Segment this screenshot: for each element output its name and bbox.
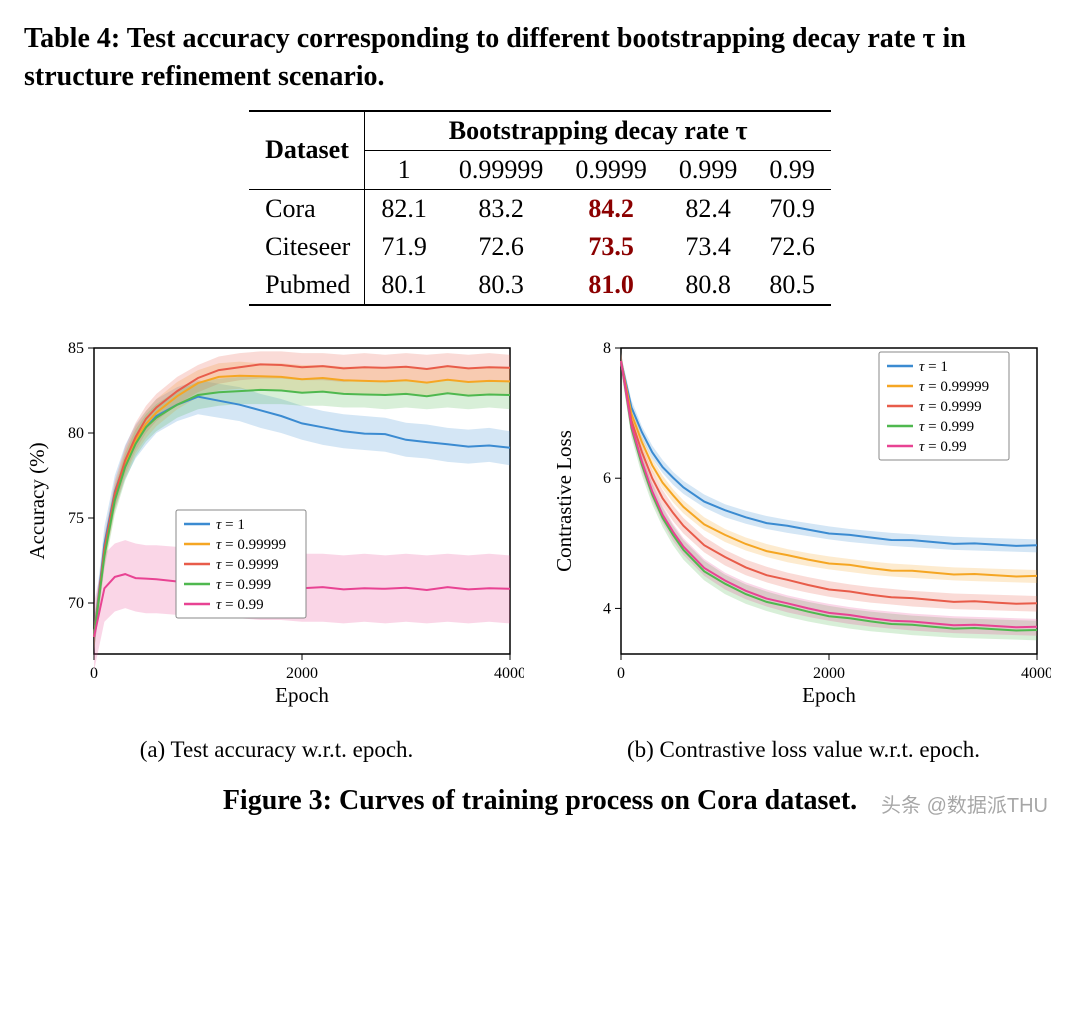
row-name: Citeseer [249,228,365,266]
svg-text:70: 70 [68,595,84,612]
svg-text:Accuracy (%): Accuracy (%) [25,442,49,559]
svg-text:τ = 1: τ = 1 [216,517,245,533]
row-name: Pubmed [249,266,365,305]
cell: 73.4 [663,228,754,266]
svg-text:2000: 2000 [286,665,318,682]
accuracy-chart: 70758085020004000EpochAccuracy (%)τ = 1τ… [24,334,524,714]
tau-col: 0.9999 [559,150,663,189]
svg-text:85: 85 [68,340,84,357]
cell: 82.1 [365,189,443,228]
svg-text:4000: 4000 [1021,665,1051,682]
svg-text:τ = 0.999: τ = 0.999 [919,419,974,435]
svg-text:0: 0 [617,665,625,682]
svg-text:80: 80 [68,425,84,442]
svg-text:τ = 0.99999: τ = 0.99999 [919,379,989,395]
cell: 72.6 [443,228,560,266]
svg-text:τ = 0.99999: τ = 0.99999 [216,537,286,553]
svg-text:6: 6 [603,470,611,487]
dataset-header: Dataset [249,111,365,190]
svg-text:τ = 0.99: τ = 0.99 [216,597,264,613]
cell: 80.3 [443,266,560,305]
svg-text:Contrastive Loss: Contrastive Loss [552,430,576,572]
svg-text:Epoch: Epoch [275,683,329,707]
tau-group-header: Bootstrapping decay rate τ [365,111,831,151]
cell: 80.5 [753,266,831,305]
loss-chart: 4 6 8 0 2000 4000 Epoch Contrastive Loss τ = 1 τ … [551,334,1051,714]
row-name: Cora [249,189,365,228]
svg-text:τ = 0.99: τ = 0.99 [919,439,967,455]
svg-text:4: 4 [603,600,611,617]
svg-text:4000: 4000 [494,665,524,682]
cell-best: 73.5 [559,228,663,266]
sub-caption-a: (a) Test accuracy w.r.t. epoch. [24,737,529,763]
watermark-text: 头条 @数据派THU [24,789,1056,818]
cell: 82.4 [663,189,754,228]
results-table: Dataset Bootstrapping decay rate τ 1 0.9… [249,110,831,306]
svg-text:8: 8 [603,340,611,357]
svg-text:τ = 1: τ = 1 [919,359,948,375]
cell: 83.2 [443,189,560,228]
cell: 80.8 [663,266,754,305]
cell: 80.1 [365,266,443,305]
tau-col: 0.99 [753,150,831,189]
svg-text:Epoch: Epoch [802,683,856,707]
svg-text:75: 75 [68,510,84,527]
svg-text:τ = 0.9999: τ = 0.9999 [216,557,279,573]
cell: 70.9 [753,189,831,228]
tau-col: 0.999 [663,150,754,189]
svg-text:2000: 2000 [813,665,845,682]
sub-caption-b: (b) Contrastive loss value w.r.t. epoch. [551,737,1056,763]
cell-best: 81.0 [559,266,663,305]
svg-text:τ = 0.9999: τ = 0.9999 [919,399,982,415]
tau-col: 0.99999 [443,150,560,189]
table-caption: Table 4: Test accuracy corresponding to … [24,20,1056,96]
cell-best: 84.2 [559,189,663,228]
tau-col: 1 [365,150,443,189]
cell: 71.9 [365,228,443,266]
cell: 72.6 [753,228,831,266]
svg-text:τ = 0.999: τ = 0.999 [216,577,271,593]
